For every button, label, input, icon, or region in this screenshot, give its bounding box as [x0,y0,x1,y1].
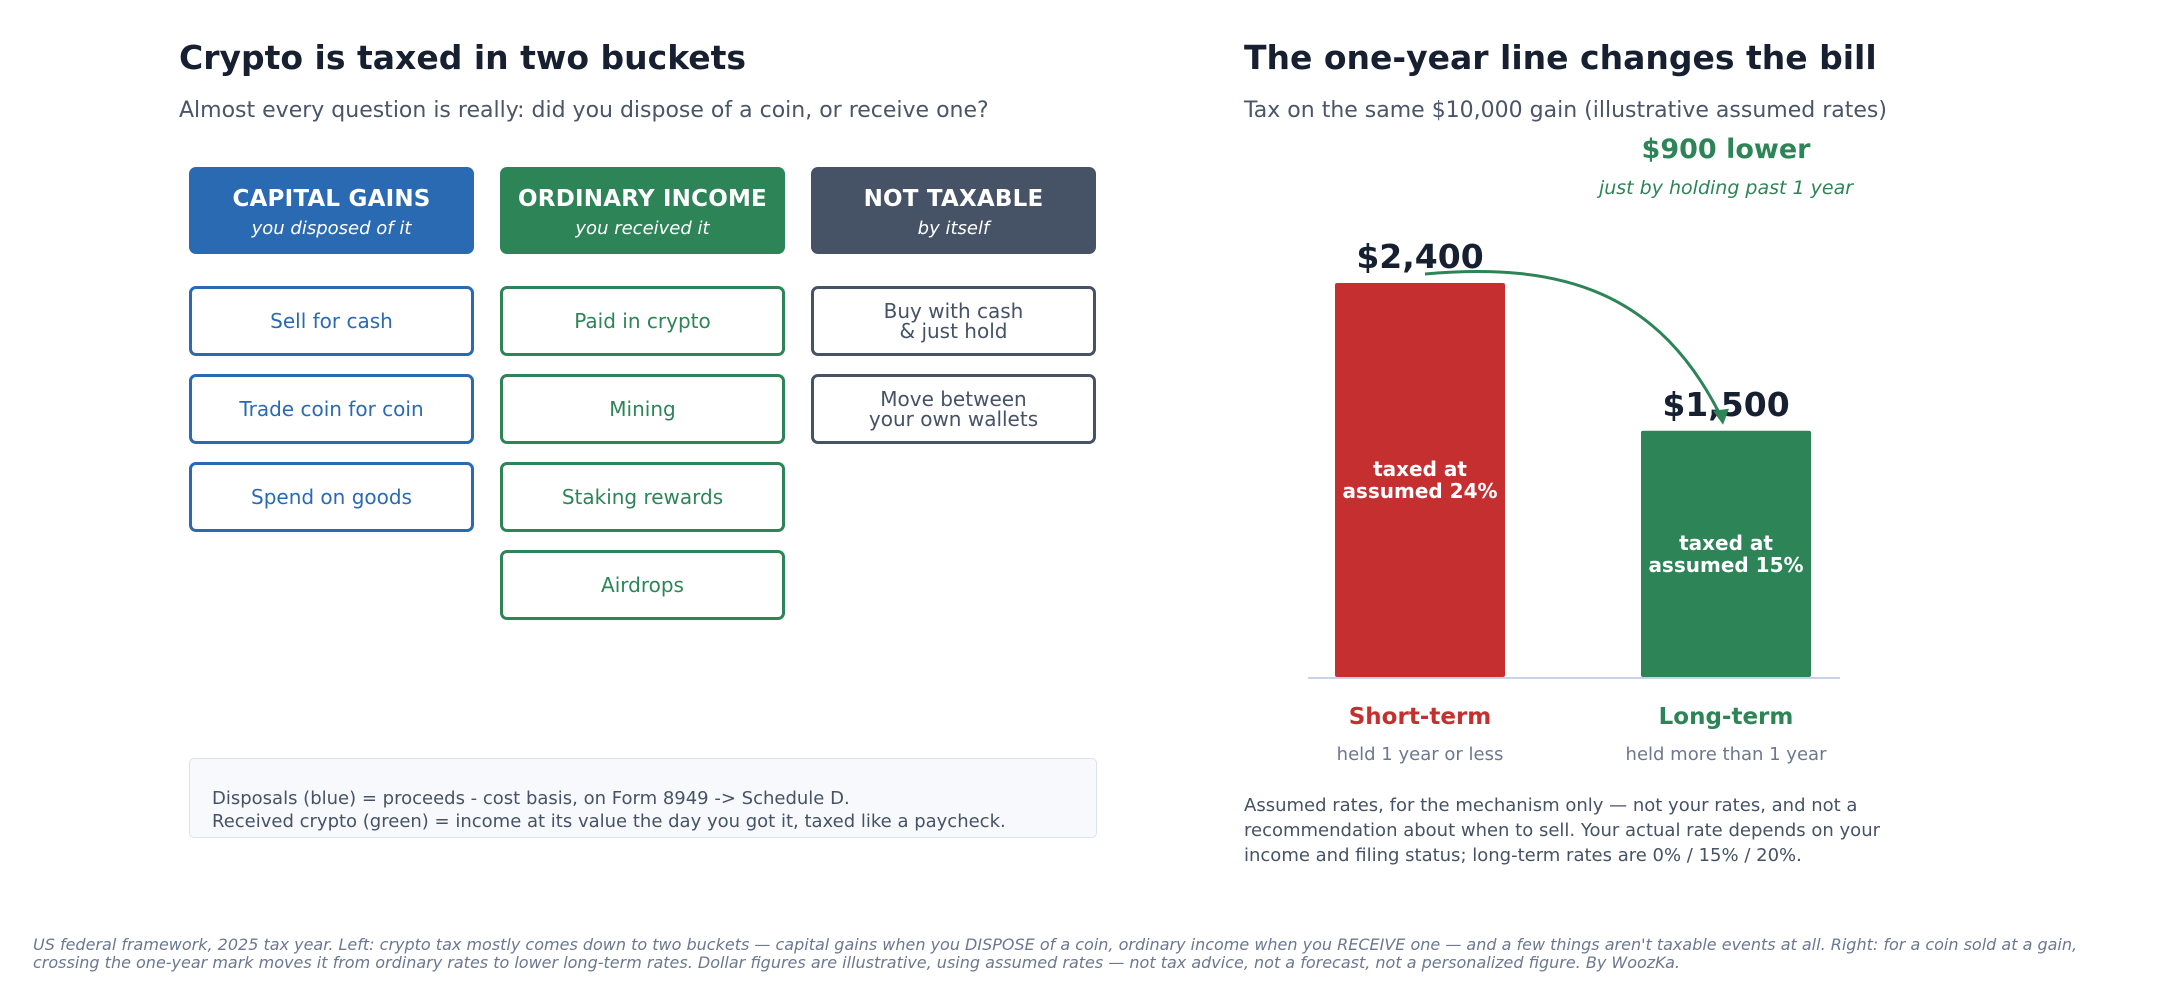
category-note: held more than 1 year [1626,744,1828,765]
bar-short-term [1335,283,1505,677]
category-note: held 1 year or less [1337,744,1504,765]
bar-inner-label: taxed at [1373,457,1467,481]
header-subtitle: you disposed of it [251,218,412,239]
header-title: ORDINARY INCOME [518,186,767,212]
left-subtitle: Almost every question is really: did you… [179,98,989,123]
header-subtitle: by itself [917,218,990,239]
left-title: Crypto is taxed in two buckets [179,38,747,77]
item-paid-in-crypto: Paid in crypto [500,286,785,356]
bar-long-term [1641,430,1811,677]
item-sell-for-cash: Sell for cash [189,286,474,356]
item-move-between-wallets: Move between your own wallets [811,374,1096,444]
item-staking-rewards: Staking rewards [500,462,785,532]
header-subtitle: you received it [575,218,710,239]
category-label: Long-term [1659,704,1794,730]
bar-inner-label: taxed at [1679,531,1773,555]
bar-inner-label: assumed 24% [1342,479,1497,503]
value-label: $2,400 [1356,237,1483,276]
item-airdrops: Airdrops [500,550,785,620]
arrow-head-icon [1713,408,1729,425]
footer-caption: US federal framework, 2025 tax year. Lef… [33,935,2078,972]
category-label: Short-term [1349,704,1492,730]
disposal-income-note: Disposals (blue) = proceeds - cost basis… [189,758,1097,838]
savings-arrow [1424,270,1725,422]
right-title: The one-year line changes the bill [1244,38,1877,77]
header-not-taxable: NOT TAXABLE by itself [811,167,1096,254]
right-subtitle: Tax on the same $10,000 gain (illustrati… [1244,98,1887,123]
header-title: CAPITAL GAINS [232,186,431,212]
item-buy-and-hold: Buy with cash & just hold [811,286,1096,356]
value-label: $1,500 [1662,385,1789,424]
header-title: NOT TAXABLE [863,186,1044,212]
savings-annotation: $900 lower [1642,134,1812,165]
item-spend-on-goods: Spend on goods [189,462,474,532]
header-ordinary-income: ORDINARY INCOME you received it [500,167,785,254]
header-capital-gains: CAPITAL GAINS you disposed of it [189,167,474,254]
savings-annotation-note: just by holding past 1 year [1596,177,1854,199]
item-mining: Mining [500,374,785,444]
bar-inner-label: assumed 15% [1648,553,1803,577]
assumptions-note: Assumed rates, for the mechanism only — … [1244,795,1881,866]
item-trade-coin-for-coin: Trade coin for coin [189,374,474,444]
